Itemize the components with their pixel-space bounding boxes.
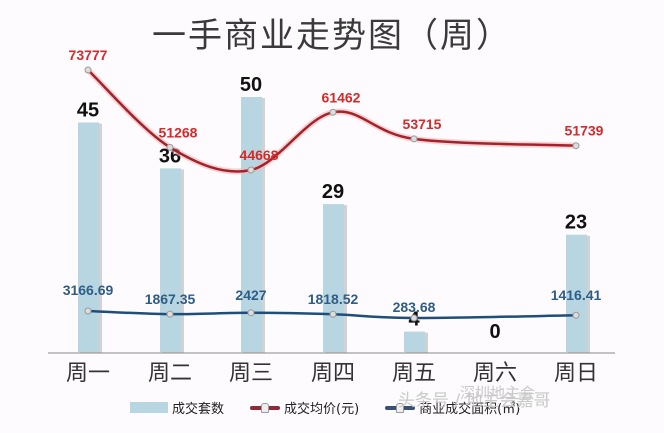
price-marker-icon bbox=[166, 143, 174, 151]
price-value-label: 51739 bbox=[565, 123, 604, 139]
line-marker-icon bbox=[385, 402, 416, 413]
area-marker-icon bbox=[410, 314, 418, 322]
area-line bbox=[87, 309, 577, 320]
legend-item-price: 成交均价(元) bbox=[250, 398, 359, 417]
area-value-label: 283.68 bbox=[393, 299, 436, 315]
line-marker-icon bbox=[250, 402, 281, 413]
legend-label: 成交套数 bbox=[172, 402, 225, 417]
bar bbox=[404, 331, 425, 352]
area-value-label: 1818.52 bbox=[308, 291, 359, 307]
area-value-label: 2427 bbox=[235, 287, 266, 303]
legend-item-units: 成交套数 bbox=[130, 398, 224, 417]
bar-value-label: 23 bbox=[565, 212, 587, 234]
x-axis-tick-label: 周四 bbox=[311, 361, 355, 386]
x-axis-tick-label: 周三 bbox=[229, 361, 273, 386]
x-axis-tick-label: 周五 bbox=[392, 361, 436, 386]
bar-swatch-icon bbox=[130, 402, 168, 413]
area-marker-icon bbox=[247, 309, 255, 317]
x-axis-tick-label: 周六 bbox=[473, 361, 517, 386]
area-marker-icon bbox=[84, 307, 92, 315]
area-marker-icon bbox=[572, 311, 580, 319]
area-value-label: 3166.69 bbox=[63, 282, 114, 298]
area-value-label: 1416.41 bbox=[551, 287, 602, 303]
bar-value-label: 45 bbox=[77, 100, 99, 122]
watermark-text: 深圳地主会 bbox=[460, 384, 536, 402]
price-value-label: 51268 bbox=[159, 124, 198, 140]
bar bbox=[566, 234, 587, 352]
bar bbox=[78, 122, 99, 352]
watermark-text: 头条号 / 地主会嘉哥 bbox=[398, 391, 551, 411]
price-value-label: 73777 bbox=[69, 47, 108, 63]
price-value-label: 61462 bbox=[322, 89, 361, 105]
x-axis-tick-label: 周二 bbox=[148, 361, 192, 386]
price-marker-icon bbox=[247, 166, 255, 174]
legend-label: 成交均价(元) bbox=[284, 402, 360, 417]
bar-value-label: 50 bbox=[240, 74, 262, 96]
area-marker-icon bbox=[329, 310, 337, 318]
price-value-label: 53715 bbox=[403, 116, 442, 132]
bar bbox=[323, 204, 344, 352]
bar-value-label: 29 bbox=[322, 181, 344, 203]
bar-value-label: 0 bbox=[489, 321, 500, 343]
legend-label: 商业成交面积(㎡) bbox=[419, 402, 521, 417]
area-marker-icon bbox=[166, 310, 174, 318]
x-axis-tick-label: 周一 bbox=[66, 361, 110, 386]
watermark: 头条号 / 地主会嘉哥 深圳地主会 bbox=[398, 384, 551, 411]
chart-title: 一手商业走势图（周） bbox=[152, 16, 512, 56]
price-marker-icon bbox=[410, 135, 418, 143]
legend-item-area: 商业成交面积(㎡) bbox=[385, 398, 520, 417]
price-value-label: 44668 bbox=[240, 147, 279, 163]
price-marker-icon bbox=[572, 142, 580, 150]
x-axis-tick-label: 周日 bbox=[554, 361, 598, 386]
price-line bbox=[87, 69, 577, 173]
area-value-label: 1867.35 bbox=[145, 291, 196, 307]
price-marker-icon bbox=[329, 108, 337, 116]
chart-legend: 成交套数 成交均价(元) 商业成交面积(㎡) bbox=[130, 398, 546, 417]
bar bbox=[241, 97, 262, 352]
bar bbox=[160, 168, 181, 352]
price-marker-icon bbox=[84, 66, 92, 74]
